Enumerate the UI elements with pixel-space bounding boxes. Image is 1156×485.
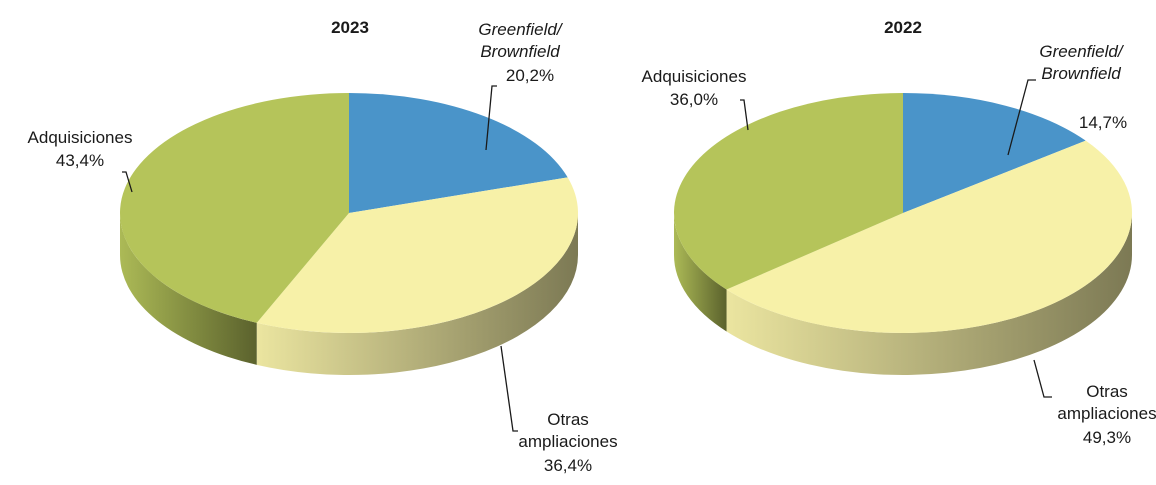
category-label: Otras ampliaciones [1057, 382, 1156, 423]
pie-slice [256, 177, 578, 334]
value-label: 36,0% [670, 90, 718, 109]
value-label: 14,7% [1079, 113, 1127, 132]
value-label: 36,4% [544, 456, 592, 475]
leader-line [500, 345, 518, 432]
category-label: Greenfield/Brownfield [478, 20, 563, 61]
pie-slice [120, 93, 350, 323]
pie-slice [903, 93, 1086, 213]
pie-side [120, 213, 257, 365]
category-label: Otras ampliaciones [518, 410, 617, 451]
chart-title: 2022 [884, 18, 922, 37]
pie-side [726, 213, 1132, 375]
pie-slice [726, 140, 1133, 334]
category-label: Adquisiciones [642, 67, 747, 86]
value-label: 49,3% [1083, 428, 1131, 447]
pie-side [256, 213, 578, 376]
pie-slice [674, 93, 903, 290]
leader-line [1033, 359, 1052, 398]
category-label: Greenfield/Brownfield [1039, 42, 1124, 83]
leader-line [740, 99, 749, 131]
pie-side [674, 213, 727, 332]
category-label: Adquisiciones [28, 128, 133, 147]
chart-title: 2023 [331, 18, 369, 37]
value-label: 20,2% [506, 66, 554, 85]
leader-line [122, 171, 133, 193]
pie-slice [349, 93, 568, 213]
value-label: 43,4% [56, 151, 104, 170]
leader-line [485, 85, 497, 151]
leader-line [1007, 79, 1036, 156]
